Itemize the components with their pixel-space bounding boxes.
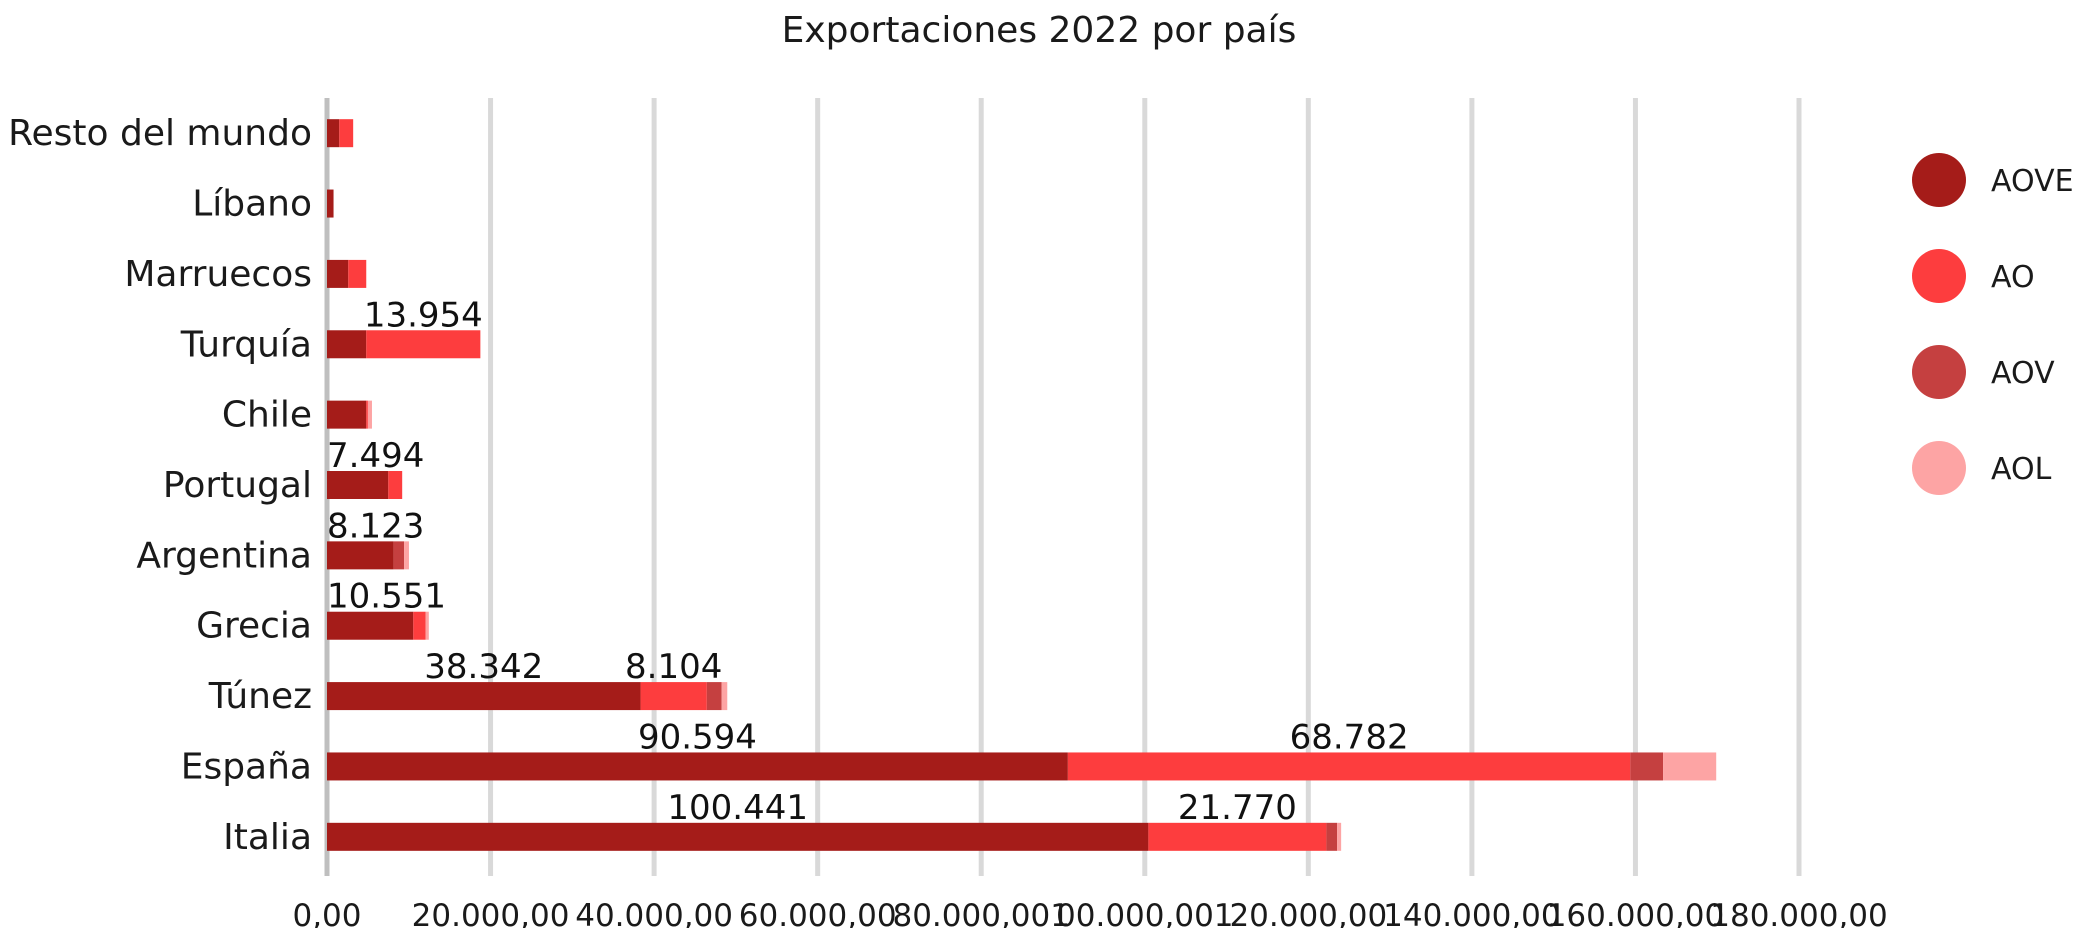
x-tick-label: 80.000,001 <box>892 898 1070 928</box>
chart-title: Exportaciones 2022 por país <box>781 10 1297 51</box>
bar-turquia-ao <box>366 330 481 359</box>
bar-portugal-aove <box>327 471 389 499</box>
legend-label-aov: AOV <box>1991 356 2055 391</box>
bar-tunez-aove <box>327 682 641 711</box>
x-tick-label: 140.000,00 <box>1383 898 1561 928</box>
data-label: 8.123 <box>327 506 424 546</box>
bar-chile-aove <box>327 400 367 429</box>
category-label: Argentina <box>136 535 312 576</box>
x-tick-label: 40.000,00 <box>575 898 733 928</box>
legend-label-ao: AO <box>1991 260 2035 295</box>
bar-argentina-aove <box>327 541 394 570</box>
category-label: Marruecos <box>124 254 312 295</box>
legend-marker-aol <box>1912 441 1966 495</box>
bar-italia-ao <box>1148 822 1327 851</box>
data-label: 10.551 <box>327 577 446 617</box>
category-labels: Resto del mundo Líbano Marruecos Turquía Chi… <box>8 113 312 858</box>
bar-tunez-aol <box>721 682 728 711</box>
bar-espana-aove <box>327 752 1068 781</box>
category-label: Grecia <box>196 606 312 647</box>
bar-tunez-ao <box>640 682 707 711</box>
bar-argentina-aov <box>393 541 405 570</box>
bar-marruecos-ao <box>348 259 367 288</box>
x-tick-label: 00.000,001 <box>1056 898 1234 928</box>
category-label: Chile <box>222 395 312 436</box>
legend-label-aol: AOL <box>1991 452 2052 487</box>
bar-marruecos-aove <box>327 259 349 288</box>
x-tick-label: 180.000,00 <box>1710 898 1888 928</box>
bar-espana-aov <box>1630 752 1664 781</box>
gridlines <box>324 98 1802 876</box>
category-label: Túnez <box>208 676 312 717</box>
bar-grecia-ao <box>413 611 426 640</box>
category-label: Portugal <box>163 465 312 506</box>
bar-resto-del-mundo-aove <box>327 119 340 148</box>
legend-marker-ao <box>1912 249 1966 303</box>
legend-marker-aove <box>1912 153 1966 207</box>
bar-italia-aove <box>327 822 1149 851</box>
bar-italia-aov <box>1326 822 1338 851</box>
data-label: 13.954 <box>364 295 483 335</box>
category-label: España <box>181 746 312 787</box>
legend-marker-aov <box>1912 345 1966 399</box>
category-label: Resto del mundo <box>8 113 312 154</box>
bar-argentina-aol <box>404 541 409 570</box>
bar-portugal-ao <box>388 471 403 499</box>
bar-tunez-aov <box>706 682 722 711</box>
bar-chile-ao <box>366 400 368 429</box>
legend: AOVE AO AOV AOL <box>1912 153 2074 495</box>
x-tick-label: 0,00 <box>292 898 361 928</box>
x-tick-label: 20.000,00 <box>412 898 570 928</box>
x-tick-label: 160.000,00 <box>1547 898 1725 928</box>
x-tick-label: 60.000,00 <box>739 898 897 928</box>
bar-libano-aove <box>327 189 334 218</box>
category-label: Italia <box>223 817 312 858</box>
bar-italia-aol <box>1337 822 1342 851</box>
data-label: 90.594 <box>638 717 757 757</box>
data-label: 68.782 <box>1290 717 1409 757</box>
data-label: 21.770 <box>1178 788 1297 828</box>
bar-grecia-aove <box>327 611 414 640</box>
data-label: 7.494 <box>327 436 424 476</box>
bar-grecia-aol <box>425 611 429 640</box>
data-label: 38.342 <box>424 647 543 687</box>
data-labels: 13.954 7.494 8.123 10.551 38.342 8.104 90.594 6… <box>327 295 1409 828</box>
bar-espana-ao <box>1067 752 1631 781</box>
category-label: Líbano <box>192 184 312 225</box>
data-label: 8.104 <box>625 647 722 687</box>
data-label: 100.441 <box>667 788 808 828</box>
bar-espana-aol <box>1663 752 1717 781</box>
bar-turquia-aove <box>327 330 367 359</box>
x-tick-label: 20.000,00 <box>1229 898 1387 928</box>
bars <box>327 119 1717 851</box>
category-label: Turquía <box>180 324 312 365</box>
bar-resto-del-mundo-ao <box>339 119 354 148</box>
bar-chile-aol <box>367 400 372 429</box>
x-axis-tick-labels: 0,00 20.000,00 40.000,00 60.000,0080.000,00… <box>292 898 1887 928</box>
legend-label-aove: AOVE <box>1991 164 2074 199</box>
